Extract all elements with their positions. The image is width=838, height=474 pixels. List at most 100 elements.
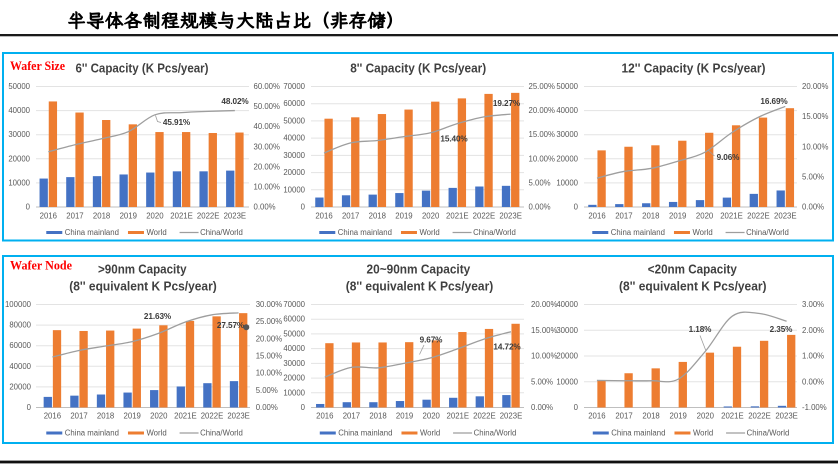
svg-text:60000: 60000: [9, 341, 31, 350]
svg-text:2019: 2019: [124, 412, 141, 421]
svg-text:2019: 2019: [670, 412, 687, 421]
svg-text:30.00%: 30.00%: [256, 300, 283, 309]
svg-text:2018: 2018: [642, 412, 659, 421]
svg-text:20000: 20000: [8, 154, 30, 163]
svg-text:10.00%: 10.00%: [254, 182, 281, 191]
svg-text:China/World: China/World: [200, 429, 243, 438]
svg-text:20.00%: 20.00%: [531, 300, 558, 309]
svg-text:2016: 2016: [588, 412, 605, 421]
svg-text:10.00%: 10.00%: [529, 154, 556, 163]
svg-text:China/World: China/World: [474, 429, 517, 438]
svg-text:2018: 2018: [369, 412, 386, 421]
svg-text:2017: 2017: [70, 412, 87, 421]
svg-text:2019: 2019: [669, 211, 686, 220]
svg-text:0.00%: 0.00%: [802, 377, 824, 386]
svg-text:2022E: 2022E: [748, 412, 771, 421]
svg-text:15.00%: 15.00%: [529, 130, 556, 139]
svg-text:2021E: 2021E: [447, 412, 470, 421]
svg-text:2022E: 2022E: [473, 211, 496, 220]
svg-text:2016: 2016: [40, 211, 57, 220]
svg-text:2017: 2017: [343, 412, 360, 421]
svg-text:2017: 2017: [615, 412, 632, 421]
svg-text:2016: 2016: [316, 412, 333, 421]
svg-text:<20nm Capacity: <20nm Capacity: [648, 262, 737, 276]
svg-text:40000: 40000: [556, 106, 578, 115]
svg-text:2021E: 2021E: [170, 211, 193, 220]
svg-text:China/World: China/World: [747, 429, 790, 438]
svg-text:80000: 80000: [9, 321, 31, 330]
svg-text:2022E: 2022E: [473, 412, 496, 421]
svg-text:World: World: [146, 228, 166, 237]
svg-text:2020: 2020: [697, 412, 715, 421]
svg-text:2022E: 2022E: [201, 412, 224, 421]
svg-text:12'' Capacity (K Pcs/year): 12'' Capacity (K Pcs/year): [622, 61, 766, 75]
svg-text:2023E: 2023E: [500, 412, 523, 421]
svg-text:0: 0: [574, 203, 579, 212]
svg-text:China mainland: China mainland: [338, 228, 392, 237]
svg-text:2020: 2020: [423, 412, 441, 421]
svg-text:2023E: 2023E: [224, 211, 247, 220]
svg-text:27.57%: 27.57%: [217, 321, 245, 330]
svg-text:Wafer Node: Wafer Node: [10, 258, 72, 273]
svg-text:China mainland: China mainland: [65, 228, 119, 237]
svg-text:20.00%: 20.00%: [802, 82, 829, 91]
svg-text:10000: 10000: [8, 178, 30, 187]
svg-text:40000: 40000: [283, 344, 305, 353]
svg-text:2021E: 2021E: [446, 211, 469, 220]
svg-text:60.00%: 60.00%: [254, 82, 281, 91]
svg-text:2023E: 2023E: [227, 412, 250, 421]
svg-text:0.00%: 0.00%: [802, 203, 824, 212]
svg-text:1.00%: 1.00%: [802, 352, 824, 361]
svg-text:15.00%: 15.00%: [531, 326, 558, 335]
svg-text:25.00%: 25.00%: [256, 317, 283, 326]
svg-text:20.00%: 20.00%: [256, 334, 283, 343]
svg-text:20~90nm Capacity: 20~90nm Capacity: [367, 262, 471, 276]
svg-text:0.00%: 0.00%: [256, 403, 278, 412]
svg-text:2.35%: 2.35%: [770, 325, 794, 334]
svg-text:10.00%: 10.00%: [802, 142, 829, 151]
svg-text:5.00%: 5.00%: [256, 386, 278, 395]
svg-text:2.00%: 2.00%: [802, 326, 824, 335]
svg-text:70000: 70000: [283, 300, 305, 309]
svg-text:20000: 20000: [283, 374, 305, 383]
svg-text:50.00%: 50.00%: [254, 102, 281, 111]
svg-text:World: World: [692, 228, 712, 237]
svg-text:0.00%: 0.00%: [531, 403, 553, 412]
svg-text:15.00%: 15.00%: [256, 352, 283, 361]
svg-text:2022E: 2022E: [747, 211, 770, 220]
svg-text:2018: 2018: [97, 412, 114, 421]
svg-text:10000: 10000: [556, 377, 578, 386]
svg-text:30000: 30000: [283, 359, 305, 368]
svg-text:30.00%: 30.00%: [254, 142, 281, 151]
svg-text:(8'' equivalent K Pcs/year): (8'' equivalent K Pcs/year): [346, 279, 494, 293]
svg-text:20000: 20000: [283, 168, 305, 177]
svg-text:0: 0: [574, 403, 579, 412]
svg-text:40000: 40000: [8, 106, 30, 115]
svg-text:60000: 60000: [283, 99, 305, 108]
svg-text:6'' Capacity (K Pcs/year): 6'' Capacity (K Pcs/year): [76, 61, 209, 75]
svg-text:Wafer Size: Wafer Size: [10, 58, 65, 73]
svg-text:China/World: China/World: [200, 228, 243, 237]
svg-text:40000: 40000: [9, 362, 31, 371]
svg-text:5.00%: 5.00%: [531, 377, 553, 386]
svg-text:2020: 2020: [422, 211, 440, 220]
svg-text:8'' Capacity (K Pcs/year): 8'' Capacity (K Pcs/year): [350, 61, 486, 75]
svg-text:40000: 40000: [556, 300, 578, 309]
svg-text:2017: 2017: [342, 211, 359, 220]
svg-text:2019: 2019: [396, 412, 413, 421]
svg-text:China/World: China/World: [473, 228, 516, 237]
svg-text:16.69%: 16.69%: [760, 97, 788, 106]
svg-text:2017: 2017: [615, 211, 632, 220]
svg-text:5.00%: 5.00%: [802, 172, 824, 181]
svg-text:30000: 30000: [556, 326, 578, 335]
svg-text:19.27%: 19.27%: [493, 99, 521, 108]
svg-text:20000: 20000: [556, 352, 578, 361]
svg-text:World: World: [693, 429, 713, 438]
svg-text:0: 0: [301, 403, 306, 412]
svg-text:5.00%: 5.00%: [529, 178, 551, 187]
svg-text:10000: 10000: [556, 178, 578, 187]
svg-text:2021E: 2021E: [720, 211, 743, 220]
svg-text:0: 0: [301, 203, 306, 212]
svg-text:China mainland: China mainland: [611, 429, 665, 438]
svg-text:2020: 2020: [150, 412, 168, 421]
